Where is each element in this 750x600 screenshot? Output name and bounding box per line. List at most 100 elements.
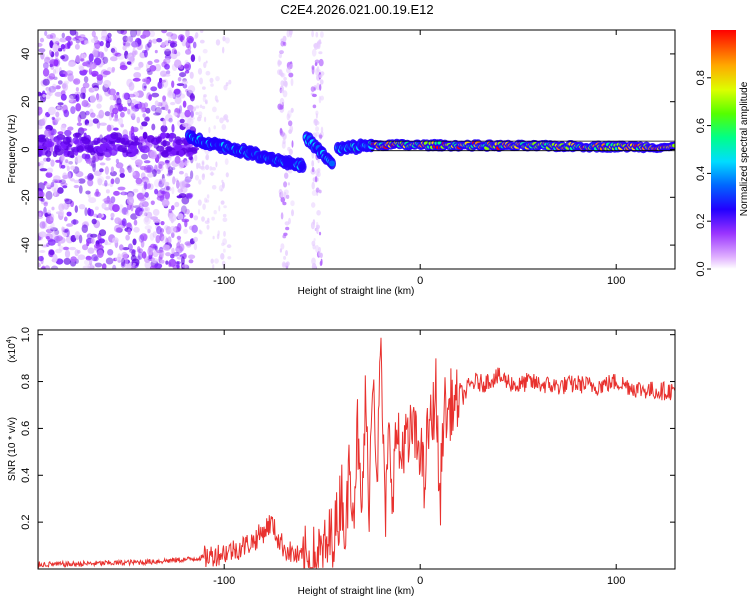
spectrogram-noise-blob [187, 104, 194, 111]
spectrogram-noise-blob [126, 99, 131, 104]
snr-y-tick-label: 1.0 [20, 327, 32, 342]
spectrogram-noise-blob [320, 31, 324, 38]
spectrogram-noise-blob [205, 199, 210, 203]
spectrogram-noise-blob [154, 63, 162, 72]
spectrogram-noise-blob [53, 187, 57, 197]
spectrogram-noise-blob [70, 106, 76, 115]
spectrogram-noise-blob [55, 85, 61, 90]
spectrogram-noise-blob [223, 205, 227, 209]
spectrogram-noise-blob [202, 48, 208, 54]
spectrogram-noise-blob [129, 249, 137, 254]
spectrogram-noise-blob [149, 150, 157, 160]
spectrogram-noise-blob [279, 128, 283, 136]
spectrogram-noise-blob [283, 76, 287, 81]
spectrogram-noise-blob [64, 216, 68, 222]
spectrogram-noise-blob [167, 166, 174, 174]
spectrogram-noise-blob [144, 192, 149, 198]
spectrogram-noise-blob [171, 186, 175, 195]
spectrogram-y-ticks: -40 -20 0 20 40 [20, 48, 675, 253]
spectrogram-noise-blob [156, 190, 165, 199]
spectrogram-noise-blob [137, 38, 142, 45]
spectrogram-noise-blob [59, 179, 66, 185]
spectrogram-noise-blob [98, 95, 103, 102]
spectrogram-noise-blob [38, 42, 43, 47]
spectrogram-noise-blob [168, 208, 173, 214]
spectrogram-noise-blob [315, 131, 320, 137]
spectrogram-noise-blob [109, 148, 118, 156]
spectrogram-noise-blob [96, 94, 103, 103]
spectrogram-noise-blob [46, 34, 54, 39]
spectrogram-noise-blob [110, 212, 115, 218]
spectrogram-noise-blob [76, 145, 84, 153]
spectrogram-noise-blob [136, 246, 141, 253]
spectrogram-noise-blob [176, 83, 184, 87]
spectrogram-noise-blob [124, 50, 129, 59]
spectrogram-noise-blob [286, 67, 291, 74]
spectrogram-x-tick-label: 0 [417, 275, 423, 287]
spectrogram-noise-blob [97, 213, 102, 219]
spectrogram-noise-blob [47, 209, 51, 215]
spectrogram-noise-blob [67, 73, 74, 82]
spectrogram-noise-blob [280, 41, 285, 47]
spectrogram-noise-blob [313, 42, 319, 50]
spectrogram-noise-blob [38, 134, 45, 140]
spectrogram-noise-blob [38, 255, 44, 262]
spectrogram-noise-blob [75, 39, 81, 44]
spectrogram-noise-blob [188, 259, 194, 264]
spectrogram-noise-blob [60, 154, 65, 161]
spectrogram-noise-blob [79, 34, 86, 39]
spectrogram-noise-blob [316, 226, 319, 235]
spectrogram-noise-blob [315, 31, 319, 38]
spectrogram-noise-blob [123, 207, 127, 215]
spectrogram-noise-blob [315, 187, 320, 193]
spectrogram-noise-blob [87, 173, 94, 181]
spectrogram-noise-blob [114, 177, 120, 185]
spectrogram-noise-blob [282, 234, 287, 239]
snr-y-scale-group: (x104) [6, 336, 18, 363]
spectrogram-noise-blob [58, 210, 65, 217]
spectrogram-noise-blob [45, 228, 54, 234]
spectrogram-noise-blob [189, 116, 196, 120]
spectrogram-noise-blob [148, 39, 153, 45]
spectrogram-noise-blob [171, 232, 175, 238]
spectrogram-noise-blob [201, 160, 205, 165]
spectrogram-noise-blob [184, 70, 190, 74]
spectrogram-noise-blob [60, 125, 66, 132]
spectrogram-noise-blob [204, 116, 207, 123]
spectrogram-noise-blob [39, 221, 46, 229]
spectrogram-noise-blob [171, 248, 175, 253]
spectrogram-noise-blob [87, 119, 94, 127]
spectrogram-noise-blob [98, 229, 107, 237]
spectrogram-noise-blob [285, 226, 290, 231]
spectrogram-noise-blob [177, 77, 182, 82]
spectrogram-noise-blob [170, 33, 178, 40]
spectrogram-noise-blob [52, 43, 59, 53]
snr-y-scale-label: (x104) [6, 336, 18, 363]
spectrogram-noise-blob [61, 32, 65, 38]
spectrogram-noise-blob [315, 126, 320, 132]
spectrogram-noise-blob [194, 154, 198, 162]
spectrogram-noise-blob [110, 132, 119, 140]
spectrogram-noise-blob [130, 102, 135, 111]
colorbar-tick-label: 0.6 [695, 118, 707, 133]
spectrogram-noise-blob [52, 254, 58, 263]
spectrogram-noise-blob [143, 160, 151, 164]
spectrogram-noise-blob [39, 37, 45, 43]
spectrogram-noise-blob [63, 80, 70, 85]
snr-y-tick-label: 0.2 [20, 514, 32, 529]
spectrogram-noise-blob [151, 257, 158, 264]
spectrogram-noise-blob [204, 150, 210, 155]
spectrogram-x-tick-label: -100 [213, 275, 235, 287]
spectrogram-noise-blob [45, 215, 54, 225]
spectrogram-noise-blob [134, 159, 143, 166]
spectrogram-noise-blob [54, 65, 59, 74]
spectrogram-noise-blob [46, 167, 54, 174]
spectrogram-noise-blob [44, 55, 50, 63]
spectrogram-noise-blob [129, 113, 134, 118]
spectrogram-noise-blob [105, 257, 114, 265]
spectrogram-noise-blob [101, 263, 107, 269]
spectrogram-noise-blob [117, 145, 128, 153]
spectrogram-noise-blob [319, 79, 324, 85]
spectrogram-noise-blob [161, 235, 168, 244]
spectrogram-noise-blob [70, 256, 77, 263]
